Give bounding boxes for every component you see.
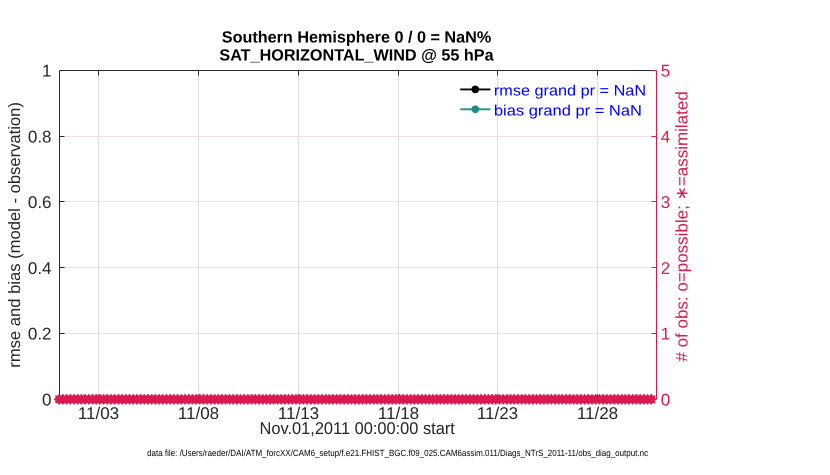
- svg-text:0.6: 0.6: [28, 193, 52, 212]
- svg-text:11/08: 11/08: [178, 404, 219, 423]
- svg-text:SAT_HORIZONTAL_WIND @ 55 hPa: SAT_HORIZONTAL_WIND @ 55 hPa: [219, 46, 494, 64]
- svg-text:0.2: 0.2: [28, 325, 52, 344]
- svg-text:1: 1: [661, 325, 670, 344]
- svg-text:11/28: 11/28: [577, 404, 618, 423]
- svg-text:3: 3: [661, 193, 670, 212]
- svg-text:data file: /Users/raeder/DAI/A: data file: /Users/raeder/DAI/ATM_forcXX/…: [147, 448, 648, 458]
- svg-text:rmse and bias (model - observa: rmse and bias (model - observation): [5, 102, 24, 368]
- svg-text:0.4: 0.4: [28, 259, 52, 278]
- svg-text:0: 0: [42, 391, 51, 410]
- svg-text:rmse grand pr = NaN: rmse grand pr = NaN: [494, 82, 646, 99]
- svg-text:bias grand pr = NaN: bias grand pr = NaN: [494, 102, 642, 119]
- svg-text:11/23: 11/23: [477, 404, 518, 423]
- svg-text:# of obs: o=possible; ∗=assimi: # of obs: o=possible; ∗=assimilated: [672, 91, 691, 361]
- svg-text:11/03: 11/03: [78, 404, 119, 423]
- svg-text:11/18: 11/18: [378, 404, 419, 423]
- svg-text:4: 4: [661, 127, 670, 146]
- svg-text:2: 2: [661, 259, 670, 278]
- svg-text:0: 0: [661, 391, 670, 410]
- svg-text:Nov.01,2011 00:00:00 start: Nov.01,2011 00:00:00 start: [260, 419, 456, 438]
- svg-text:0.8: 0.8: [28, 127, 52, 146]
- svg-text:1: 1: [42, 62, 51, 81]
- svg-text:Southern Hemisphere 0 / 0 = Na: Southern Hemisphere 0 / 0 = NaN%: [222, 29, 491, 47]
- svg-text:5: 5: [661, 62, 670, 81]
- svg-text:11/13: 11/13: [278, 404, 319, 423]
